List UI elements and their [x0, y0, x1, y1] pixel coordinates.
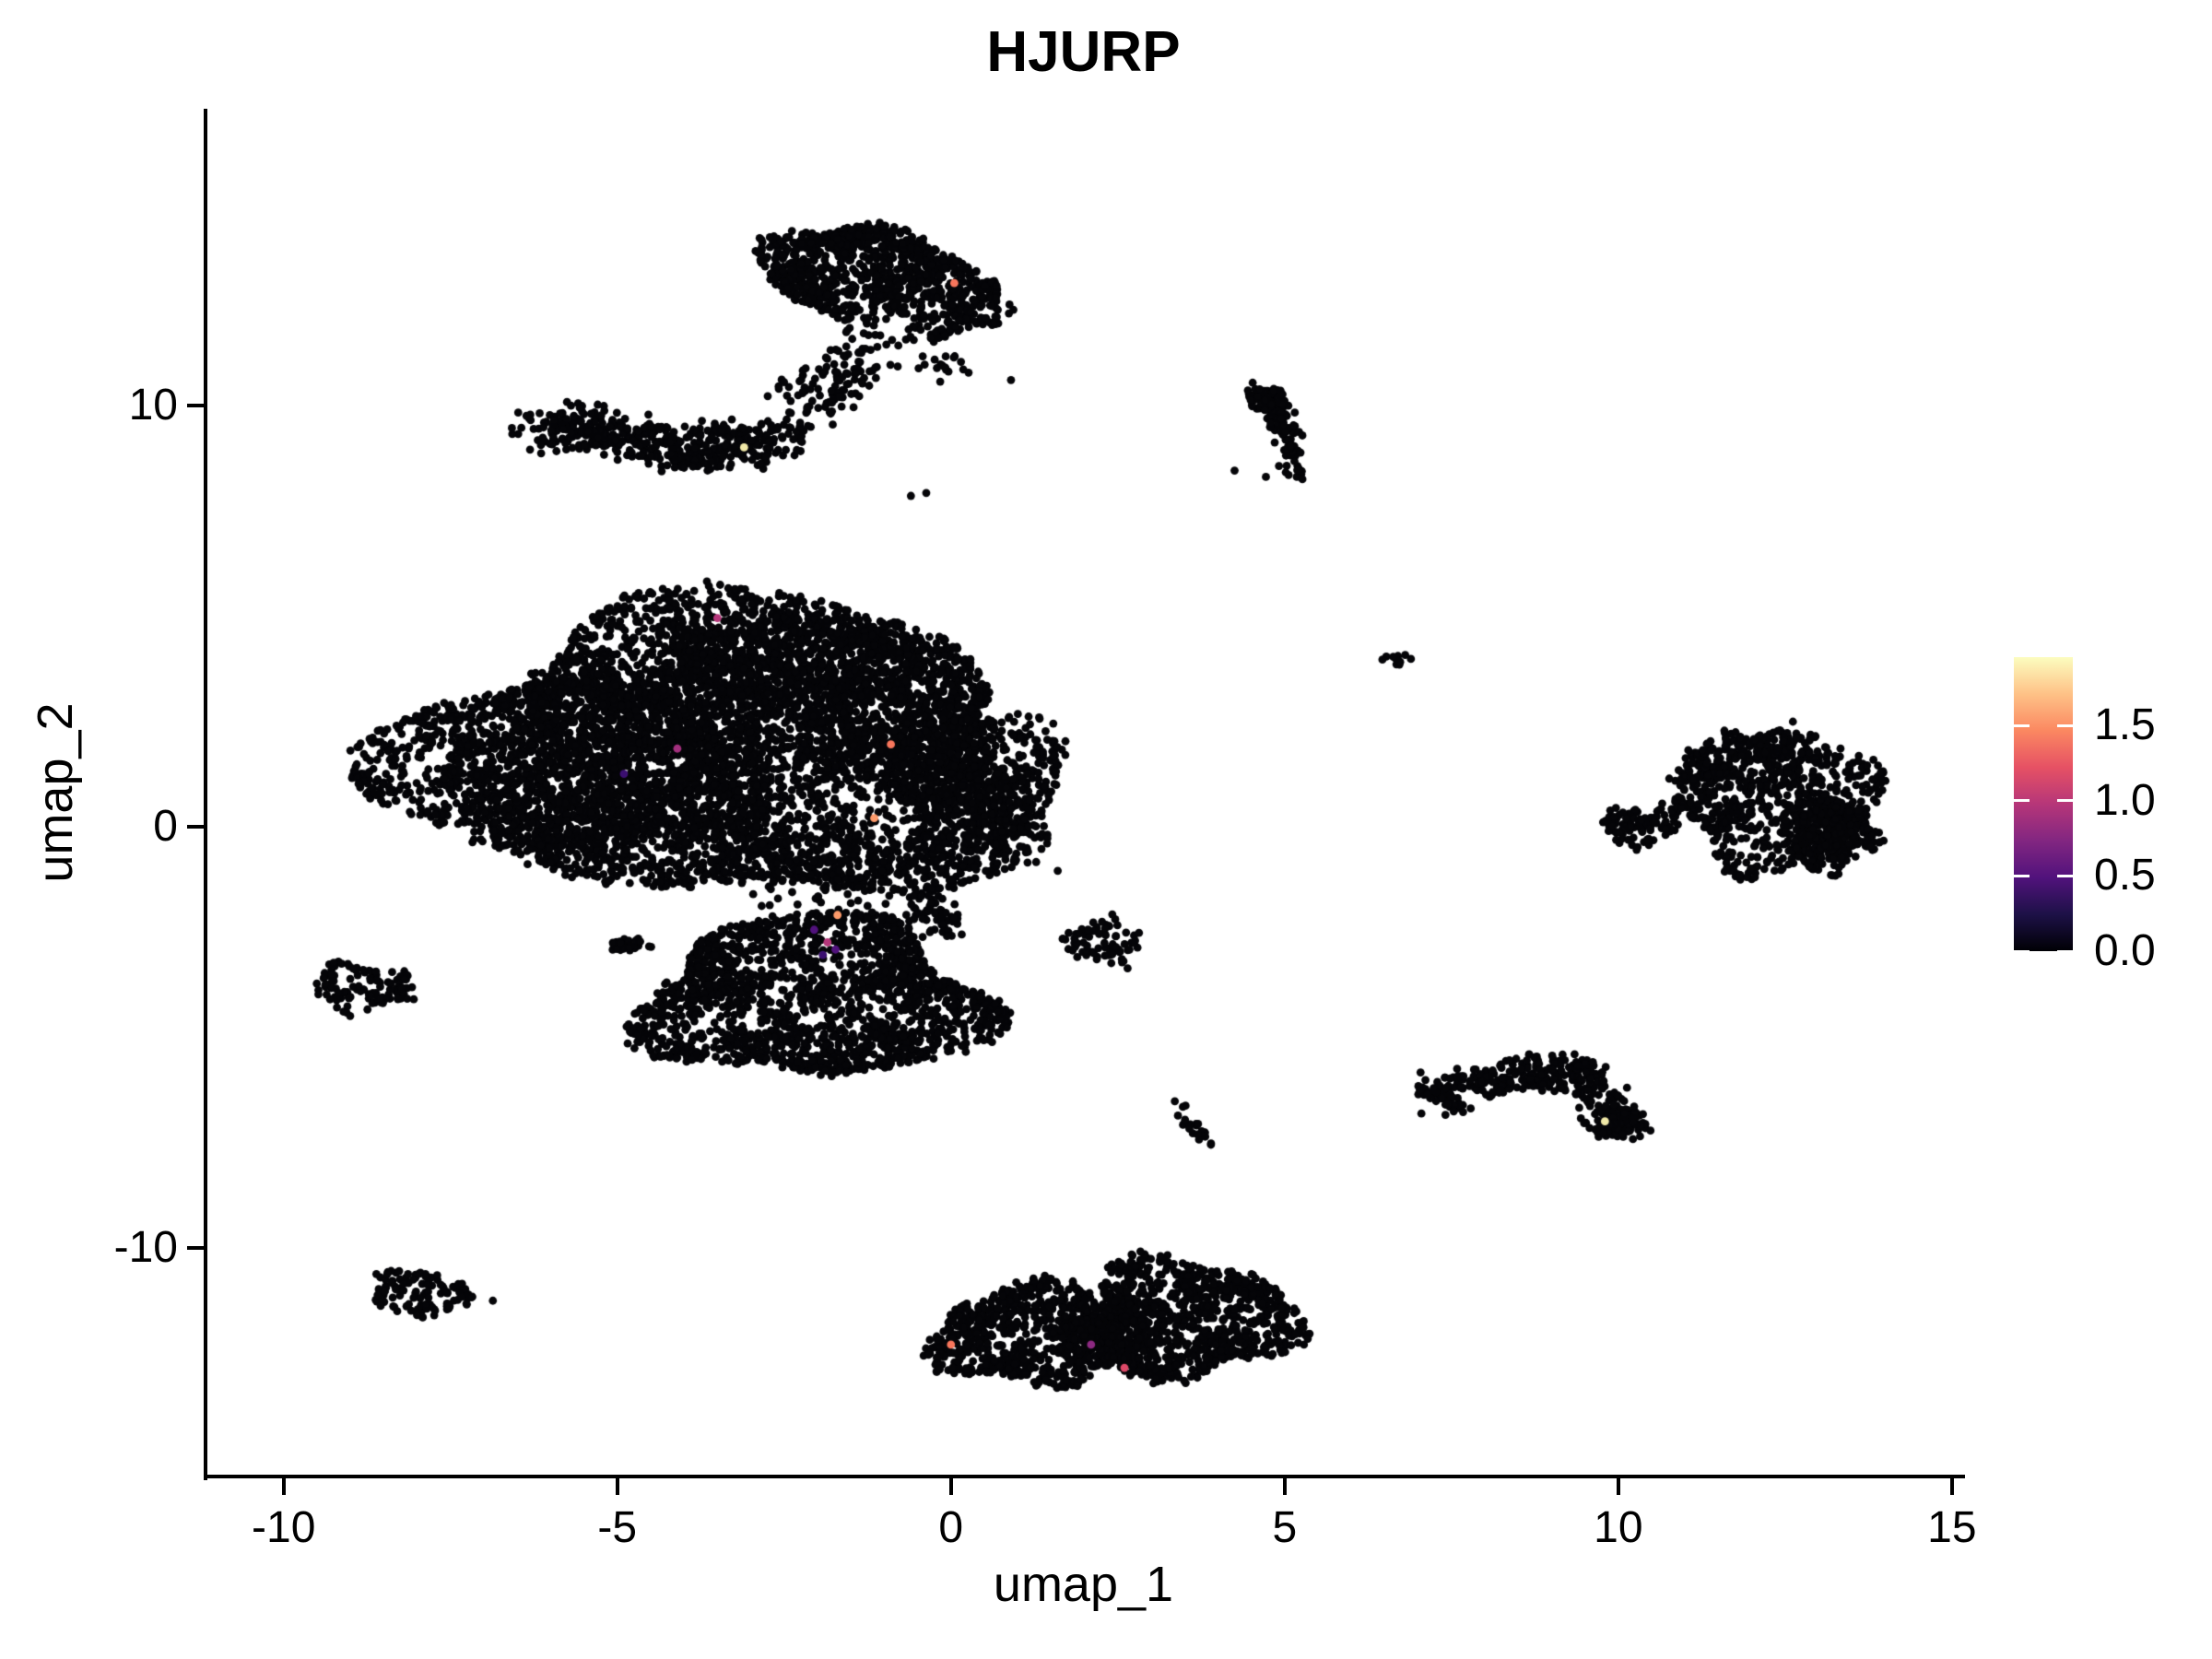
y-tick-label: 10: [128, 380, 178, 429]
colorbar-tick-label: 0.0: [2094, 926, 2156, 975]
x-axis-title: umap_1: [993, 1557, 1174, 1612]
colorbar-gradient: [2014, 657, 2073, 951]
x-tick-mark: [615, 1478, 619, 1495]
x-tick-mark: [948, 1478, 953, 1495]
colorbar-tick-label: 1.0: [2094, 775, 2156, 825]
x-axis-line: [204, 1475, 1965, 1478]
y-tick-mark: [187, 824, 204, 829]
x-tick-mark: [281, 1478, 286, 1495]
y-tick-mark: [187, 403, 204, 407]
colorbar-tick-mark: [2057, 724, 2073, 727]
scatter-canvas: [206, 109, 1961, 1477]
x-tick-label: 0: [938, 1503, 964, 1552]
x-tick-mark: [1282, 1478, 1287, 1495]
x-tick-label: 10: [1594, 1503, 1643, 1552]
x-tick-label: 5: [1272, 1503, 1298, 1552]
colorbar-tick-mark: [2057, 874, 2073, 877]
plot-title: HJURP: [986, 20, 1181, 84]
colorbar-tick-mark: [2014, 724, 2030, 727]
colorbar-tick-label: 1.5: [2094, 700, 2156, 750]
y-axis-line: [204, 109, 207, 1480]
x-tick-label: -5: [597, 1503, 638, 1552]
colorbar-tick-mark: [2014, 799, 2030, 803]
x-tick-mark: [1616, 1478, 1620, 1495]
x-tick-label: -10: [252, 1503, 316, 1552]
colorbar-tick-mark: [2057, 799, 2073, 803]
colorbar-tick-label: 0.5: [2094, 851, 2156, 900]
y-tick-label: 0: [153, 801, 178, 851]
y-tick-label: -10: [113, 1222, 178, 1272]
x-tick-mark: [1949, 1478, 1954, 1495]
colorbar-tick-mark: [2014, 949, 2030, 953]
colorbar-tick-mark: [2014, 874, 2030, 877]
y-axis-title: umap_2: [28, 702, 83, 883]
y-tick-mark: [187, 1245, 204, 1250]
x-tick-label: 15: [1927, 1503, 1977, 1552]
colorbar-tick-mark: [2057, 949, 2073, 953]
